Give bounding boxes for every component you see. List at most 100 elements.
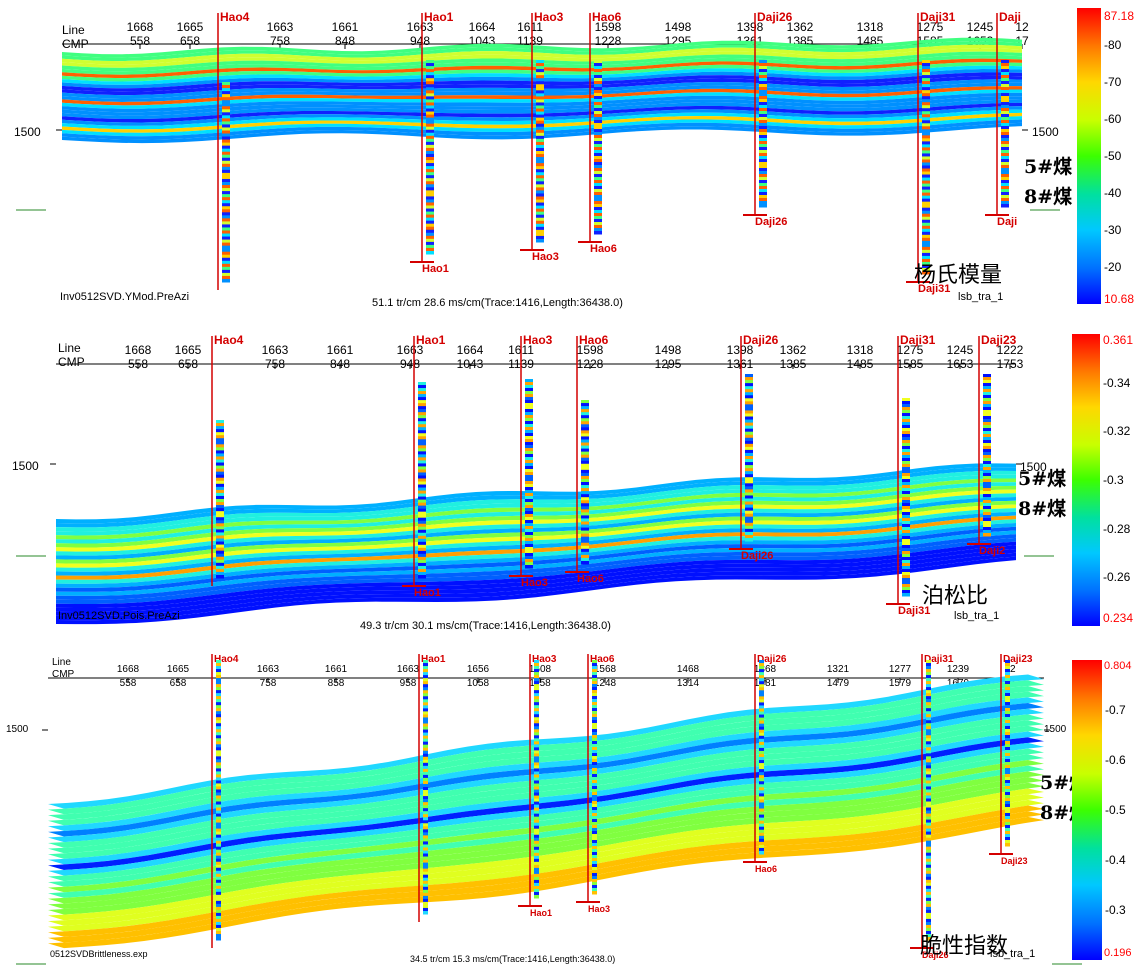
well-log-sample bbox=[534, 882, 539, 887]
seismic-band bbox=[56, 523, 1016, 588]
well-log-sample bbox=[1001, 132, 1009, 136]
well-log-sample bbox=[222, 130, 230, 135]
well-log-sample bbox=[536, 154, 544, 158]
well-log-sample bbox=[418, 451, 426, 455]
well-log-sample bbox=[922, 192, 930, 197]
well-log-sample bbox=[926, 765, 931, 769]
well-log-sample bbox=[926, 699, 931, 703]
well-log-sample bbox=[592, 687, 597, 691]
well-log-sample bbox=[926, 753, 931, 757]
well-log-sample bbox=[536, 81, 544, 85]
well-log-sample bbox=[418, 430, 426, 434]
well-log-sample bbox=[536, 84, 544, 88]
well-log-sample bbox=[216, 924, 221, 929]
well-log-sample bbox=[534, 867, 539, 872]
well-log-sample bbox=[581, 430, 589, 434]
well-log-sample bbox=[426, 220, 434, 225]
seismic-band bbox=[62, 112, 1022, 133]
well-log-sample bbox=[759, 672, 764, 676]
well-log-sample bbox=[902, 419, 910, 423]
well-log-sample bbox=[1001, 120, 1009, 124]
well-log-sample bbox=[525, 427, 533, 431]
well-log-sample bbox=[222, 172, 230, 177]
well-log-sample bbox=[759, 738, 764, 743]
well-log-sample bbox=[426, 172, 434, 176]
well-log-sample bbox=[745, 510, 753, 515]
well-log-sample bbox=[902, 593, 910, 597]
well-log-sample bbox=[745, 455, 753, 460]
well-log-sample bbox=[581, 527, 589, 532]
well-log-sample bbox=[759, 838, 764, 843]
well-log-sample bbox=[418, 424, 426, 428]
well-log-sample bbox=[423, 663, 428, 667]
well-log-sample bbox=[759, 153, 767, 157]
well-log-sample bbox=[525, 565, 533, 569]
well-log-sample bbox=[216, 837, 221, 842]
well-log-sample bbox=[983, 485, 991, 489]
well-log-sample bbox=[222, 160, 230, 165]
well-log-sample bbox=[216, 765, 221, 769]
well-log-sample bbox=[525, 466, 533, 470]
well-log-sample bbox=[525, 484, 533, 488]
colorbar-tick-label: -80 bbox=[1104, 38, 1122, 52]
well-log-sample bbox=[534, 690, 539, 694]
well-log-sample bbox=[216, 432, 224, 436]
well-log-sample bbox=[759, 60, 767, 64]
well-log-sample bbox=[745, 422, 753, 427]
well-log-sample bbox=[536, 181, 544, 185]
well-log-sample bbox=[525, 418, 533, 422]
well-log-sample bbox=[216, 468, 224, 473]
cmp-tick-label: 1479 bbox=[827, 678, 850, 689]
well-log-sample bbox=[534, 807, 539, 812]
well-log-sample bbox=[1005, 801, 1010, 805]
well-log-sample bbox=[926, 849, 931, 854]
well-log-sample bbox=[216, 492, 224, 497]
colorbar-tick-label: -50 bbox=[1104, 149, 1122, 163]
well-log-sample bbox=[222, 206, 230, 210]
well-log-sample bbox=[216, 819, 221, 824]
well-log-sample bbox=[1001, 153, 1009, 157]
well-log-sample bbox=[926, 810, 931, 815]
seismic-band bbox=[48, 714, 1044, 848]
well-log-sample bbox=[592, 696, 597, 700]
seismic-band bbox=[48, 799, 1044, 932]
well-log-sample bbox=[983, 446, 991, 450]
well-log-sample bbox=[594, 156, 602, 160]
well-log-sample bbox=[759, 144, 767, 148]
well-log-sample bbox=[418, 553, 426, 558]
well-log-sample bbox=[594, 174, 602, 178]
colorbar-tick-label: -70 bbox=[1104, 75, 1122, 89]
well-log-sample bbox=[983, 413, 991, 417]
well-log-sample bbox=[216, 660, 221, 664]
well-log-sample bbox=[222, 275, 230, 280]
well-log-sample bbox=[1005, 696, 1010, 700]
well-log-sample bbox=[423, 753, 428, 758]
well-log-sample bbox=[423, 777, 428, 782]
file-label: 0512SVDBrittleness.exp bbox=[50, 949, 148, 959]
line-tick-label: 1611 bbox=[517, 20, 543, 34]
well-log-sample bbox=[1005, 687, 1010, 691]
section-ymod: 1668558166565816637581661848166394816641… bbox=[16, 10, 1060, 295]
well-log-sample bbox=[926, 897, 931, 902]
well-log-sample bbox=[1005, 810, 1010, 814]
well-log-sample bbox=[1001, 69, 1009, 73]
well-log-sample bbox=[426, 99, 434, 103]
well-log-sample bbox=[216, 936, 221, 941]
well-log-sample bbox=[525, 439, 533, 443]
well-log-sample bbox=[216, 508, 224, 512]
well-log-sample bbox=[1005, 807, 1010, 811]
well-log-sample bbox=[759, 138, 767, 142]
well-log-sample bbox=[536, 163, 544, 167]
well-log-sample bbox=[1001, 135, 1009, 139]
well-log-sample bbox=[536, 205, 544, 210]
well-log-sample bbox=[1001, 201, 1009, 205]
well-log-sample bbox=[1005, 825, 1010, 829]
well-log-sample bbox=[525, 388, 533, 392]
well-log-sample bbox=[216, 921, 221, 926]
well-log-sample bbox=[1005, 753, 1010, 757]
well-log-sample bbox=[581, 478, 589, 483]
well-log-sample bbox=[926, 672, 931, 676]
well-log-sample bbox=[745, 486, 753, 490]
well-log-sample bbox=[592, 699, 597, 703]
well-log-sample bbox=[418, 454, 426, 458]
